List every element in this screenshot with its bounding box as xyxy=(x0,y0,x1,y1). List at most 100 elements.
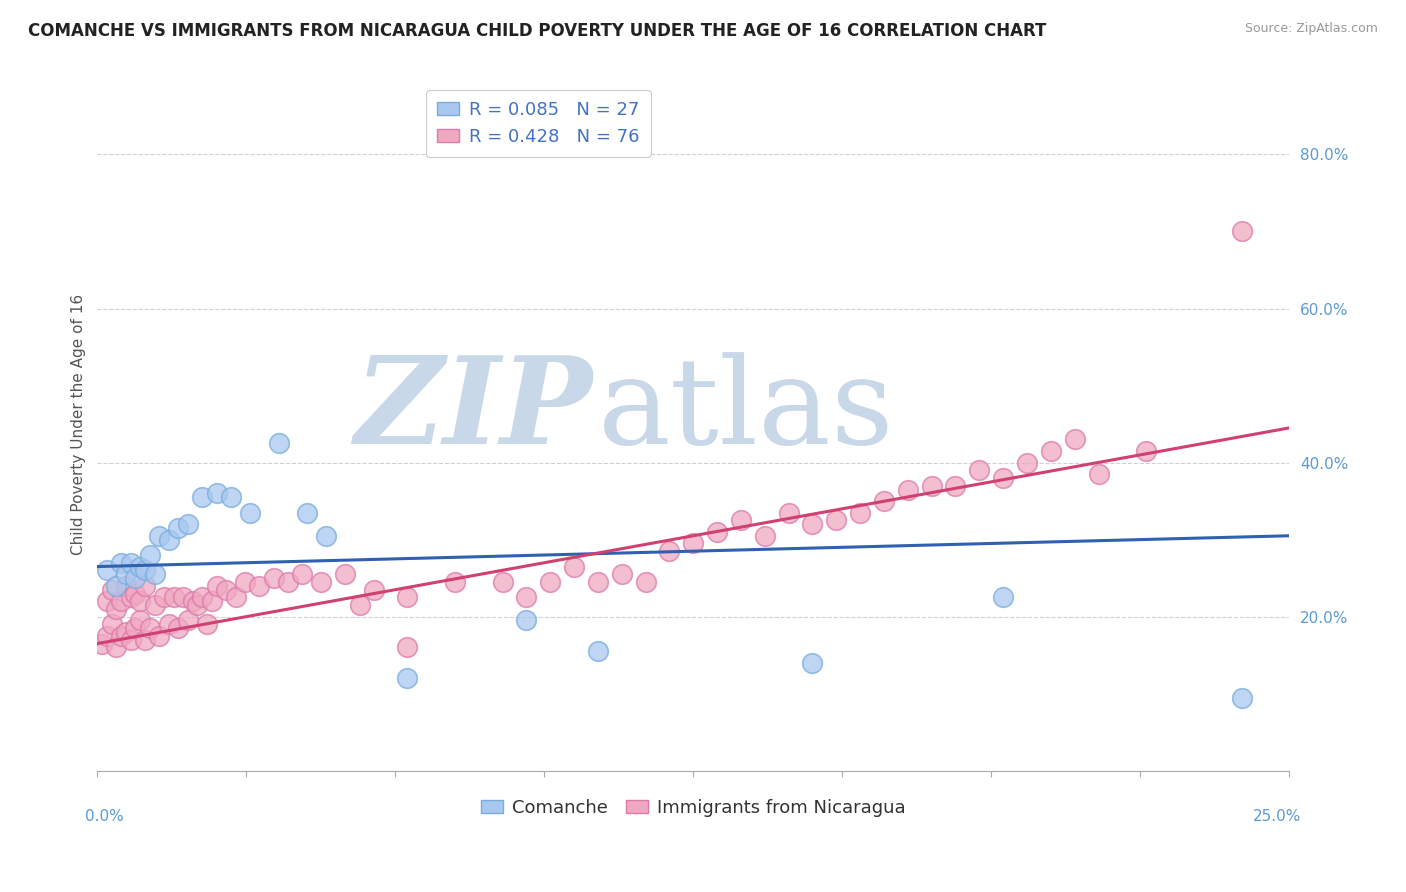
Point xyxy=(129,594,152,608)
Point xyxy=(157,533,180,547)
Point xyxy=(291,567,314,582)
Point xyxy=(239,506,262,520)
Point xyxy=(177,614,200,628)
Point xyxy=(219,490,242,504)
Point xyxy=(120,632,142,647)
Point xyxy=(172,591,194,605)
Point xyxy=(148,529,170,543)
Point xyxy=(205,486,228,500)
Text: COMANCHE VS IMMIGRANTS FROM NICARAGUA CHILD POVERTY UNDER THE AGE OF 16 CORRELAT: COMANCHE VS IMMIGRANTS FROM NICARAGUA CH… xyxy=(28,22,1046,40)
Point xyxy=(849,506,872,520)
Point xyxy=(825,513,848,527)
Point xyxy=(249,579,271,593)
Point xyxy=(167,621,190,635)
Point xyxy=(233,574,256,589)
Point xyxy=(538,574,561,589)
Point xyxy=(143,567,166,582)
Point xyxy=(124,586,146,600)
Point xyxy=(586,644,609,658)
Point xyxy=(115,625,138,640)
Point xyxy=(148,629,170,643)
Point xyxy=(129,614,152,628)
Point xyxy=(110,594,132,608)
Point xyxy=(634,574,657,589)
Point xyxy=(105,579,128,593)
Point xyxy=(921,478,943,492)
Point xyxy=(105,602,128,616)
Point xyxy=(396,591,419,605)
Point xyxy=(730,513,752,527)
Point xyxy=(139,621,162,635)
Point xyxy=(124,621,146,635)
Point xyxy=(96,629,118,643)
Point xyxy=(778,506,800,520)
Text: 25.0%: 25.0% xyxy=(1253,809,1301,824)
Point xyxy=(267,436,290,450)
Point xyxy=(586,574,609,589)
Point xyxy=(396,671,419,685)
Point xyxy=(991,471,1014,485)
Point xyxy=(191,591,214,605)
Point xyxy=(100,617,122,632)
Point xyxy=(1087,467,1109,482)
Legend: Comanche, Immigrants from Nicaragua: Comanche, Immigrants from Nicaragua xyxy=(474,791,912,824)
Point xyxy=(335,567,357,582)
Point xyxy=(134,563,156,577)
Point xyxy=(215,582,238,597)
Point xyxy=(610,567,633,582)
Point xyxy=(124,571,146,585)
Point xyxy=(1015,456,1038,470)
Point xyxy=(295,506,318,520)
Point xyxy=(1039,444,1062,458)
Point xyxy=(991,591,1014,605)
Point xyxy=(139,548,162,562)
Point xyxy=(277,574,299,589)
Point xyxy=(205,579,228,593)
Point xyxy=(263,571,285,585)
Point xyxy=(181,594,204,608)
Point xyxy=(100,582,122,597)
Point xyxy=(444,574,467,589)
Point xyxy=(120,556,142,570)
Point xyxy=(562,559,585,574)
Point xyxy=(105,640,128,655)
Point xyxy=(96,594,118,608)
Y-axis label: Child Poverty Under the Age of 16: Child Poverty Under the Age of 16 xyxy=(72,293,86,555)
Point xyxy=(1063,433,1085,447)
Point xyxy=(754,529,776,543)
Point xyxy=(658,544,681,558)
Point xyxy=(873,494,896,508)
Text: atlas: atlas xyxy=(598,351,894,468)
Point xyxy=(129,559,152,574)
Point xyxy=(134,579,156,593)
Point xyxy=(801,517,824,532)
Point xyxy=(110,556,132,570)
Point xyxy=(706,524,728,539)
Point xyxy=(167,521,190,535)
Point xyxy=(1230,690,1253,705)
Text: 0.0%: 0.0% xyxy=(86,809,124,824)
Point xyxy=(110,629,132,643)
Point xyxy=(134,632,156,647)
Point xyxy=(91,637,114,651)
Point xyxy=(945,478,967,492)
Point xyxy=(177,517,200,532)
Point xyxy=(191,490,214,504)
Point xyxy=(143,598,166,612)
Point xyxy=(682,536,704,550)
Point xyxy=(363,582,385,597)
Text: Source: ZipAtlas.com: Source: ZipAtlas.com xyxy=(1244,22,1378,36)
Point xyxy=(195,617,218,632)
Point xyxy=(515,591,537,605)
Point xyxy=(162,591,184,605)
Text: ZIP: ZIP xyxy=(354,351,592,469)
Point xyxy=(315,529,337,543)
Point xyxy=(396,640,419,655)
Point xyxy=(969,463,991,477)
Point xyxy=(153,591,176,605)
Point xyxy=(201,594,224,608)
Point xyxy=(349,598,371,612)
Point xyxy=(1230,225,1253,239)
Point xyxy=(311,574,333,589)
Point xyxy=(157,617,180,632)
